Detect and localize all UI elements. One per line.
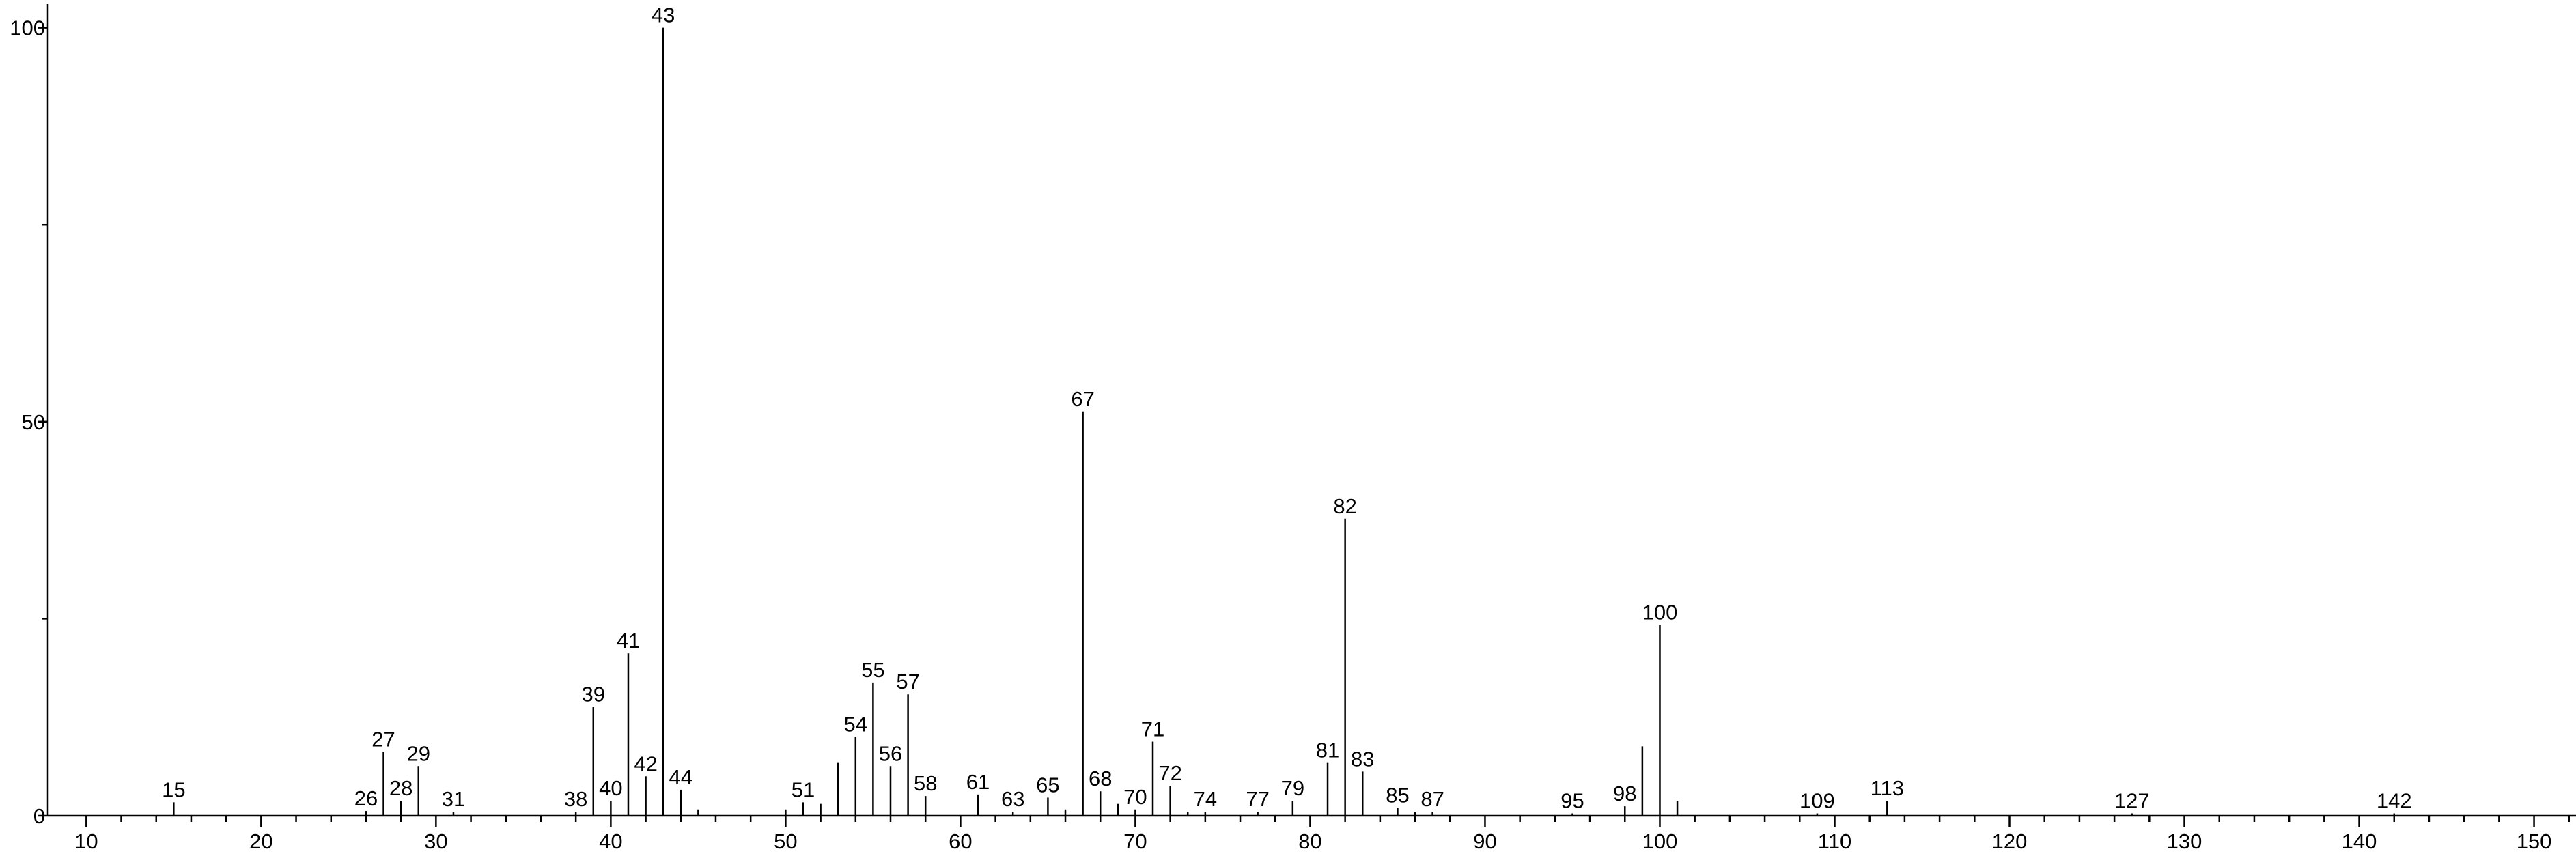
peak-label: 54	[844, 713, 867, 737]
peak-label: 72	[1158, 761, 1181, 785]
x-tick-label: 110	[1818, 829, 1851, 853]
y-tick-label: 100	[10, 16, 45, 40]
peak-label: 95	[1560, 789, 1584, 813]
peak-label: 67	[1071, 387, 1094, 411]
x-tick-label: 50	[774, 829, 797, 853]
peak-label: 77	[1246, 787, 1269, 811]
peak-label: 57	[896, 670, 919, 694]
peak-label: 87	[1420, 787, 1444, 811]
peak-label: 65	[1036, 773, 1059, 797]
peak-label: 79	[1281, 776, 1304, 800]
peak-label: 51	[792, 777, 815, 801]
peak-label: 26	[354, 786, 378, 810]
peak-label: 113	[1871, 776, 1904, 800]
x-tick-label: 140	[2342, 829, 2377, 853]
peak-label: 142	[2377, 789, 2412, 813]
x-tick-label: 30	[424, 829, 447, 853]
x-tick-label: 80	[1298, 829, 1321, 853]
peak-label: 82	[1333, 494, 1356, 518]
peak-label: 27	[372, 727, 395, 751]
peak-label: 61	[966, 770, 990, 794]
peak-label: 28	[389, 776, 412, 800]
peak-label: 40	[599, 776, 622, 800]
peak-label: 83	[1351, 747, 1374, 771]
peak-label: 56	[879, 741, 902, 765]
peak-label: 43	[652, 3, 675, 27]
peak-label: 71	[1141, 717, 1164, 741]
peak-label: 127	[2114, 789, 2150, 813]
peak-label: 98	[1613, 782, 1636, 805]
peak-label: 39	[582, 683, 605, 707]
x-tick-label: 130	[2167, 829, 2202, 853]
x-tick-label: 100	[1642, 829, 1678, 853]
peak-label: 100	[1642, 601, 1678, 625]
peak-label: 31	[442, 787, 465, 811]
y-tick-label: 50	[22, 410, 45, 434]
peak-label: 29	[407, 741, 430, 765]
x-tick-label: 150	[2517, 829, 2552, 853]
x-tick-label: 10	[74, 829, 98, 853]
peak-label: 109	[1800, 789, 1835, 813]
x-tick-label: 40	[599, 829, 622, 853]
x-tick-label: 70	[1123, 829, 1147, 853]
peak-label: 85	[1386, 783, 1409, 807]
y-tick-label: 0	[33, 804, 45, 828]
peak-label: 42	[634, 752, 657, 775]
peak-label: 44	[669, 765, 692, 789]
x-tick-label: 120	[1992, 829, 2028, 853]
peak-label: 55	[861, 658, 884, 682]
peak-label: 41	[617, 629, 640, 653]
peak-label: 68	[1089, 767, 1112, 790]
x-tick-label: 20	[249, 829, 272, 853]
peak-label: 63	[1001, 787, 1024, 811]
x-tick-label: 90	[1473, 829, 1496, 853]
peak-label: 70	[1123, 785, 1147, 809]
peak-label: 81	[1316, 739, 1339, 762]
peak-label: 15	[162, 777, 185, 801]
x-tick-label: 60	[949, 829, 972, 853]
peak-label: 58	[914, 771, 937, 795]
peak-label: 38	[564, 787, 587, 811]
peak-label: 74	[1194, 787, 1217, 811]
